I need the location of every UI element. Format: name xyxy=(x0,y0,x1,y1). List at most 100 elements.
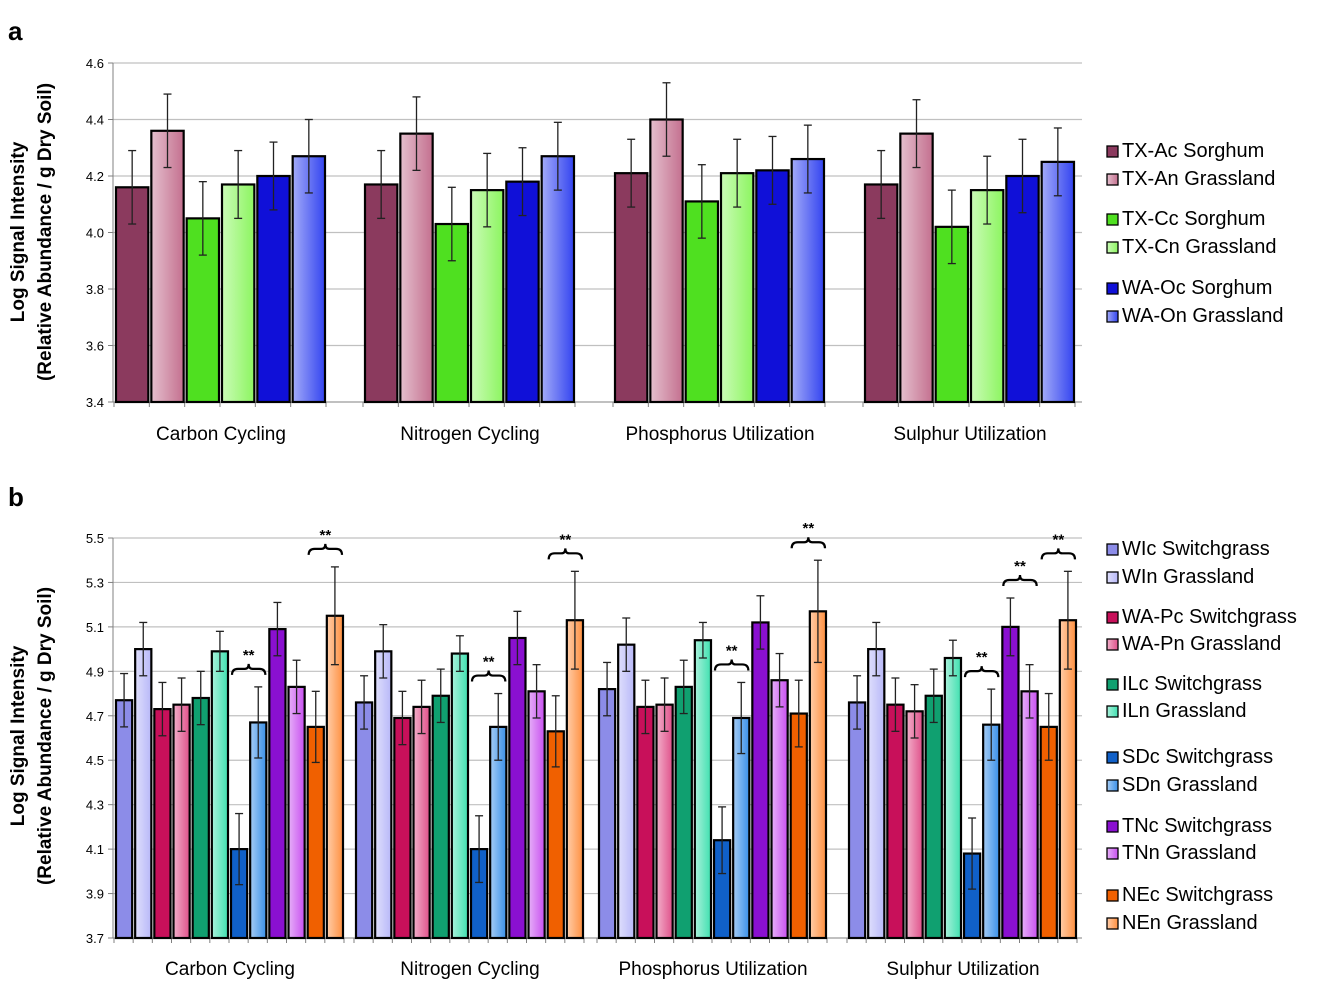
legend-label: WA-Pn Grassland xyxy=(1122,633,1281,655)
x-category-label: Phosphorus Utilization xyxy=(618,959,807,980)
legend-label: ILc Switchgrass xyxy=(1122,673,1262,695)
legend-label: ILn Grassland xyxy=(1122,700,1247,722)
y-tick-label: 4.1 xyxy=(86,842,104,857)
y-tick-label: 4.6 xyxy=(86,56,104,71)
y-tick-label: 4.2 xyxy=(86,169,104,184)
legend-swatch xyxy=(1106,241,1119,254)
significance-bracket xyxy=(790,537,827,549)
bar xyxy=(863,183,899,404)
bar xyxy=(134,648,153,940)
bar xyxy=(847,701,867,940)
bar xyxy=(505,180,540,404)
legend-swatch xyxy=(1106,571,1119,584)
bar xyxy=(412,705,431,940)
legend-swatch xyxy=(1106,145,1119,158)
legend-swatch xyxy=(1106,310,1119,323)
bar xyxy=(969,189,1005,404)
legend-swatch xyxy=(1106,889,1119,902)
bar xyxy=(268,628,287,940)
bar xyxy=(867,648,886,940)
legend-label: SDn Grassland xyxy=(1122,774,1258,796)
y-axis-label-sub: (Relative Abundance / g Dry Soil) xyxy=(35,587,56,885)
significance-bracket xyxy=(230,663,267,675)
legend-swatch xyxy=(1106,611,1119,624)
bar xyxy=(508,636,527,940)
bar xyxy=(287,685,306,940)
bar xyxy=(431,694,450,940)
bar xyxy=(617,643,636,940)
legend-label: WA-Pc Switchgrass xyxy=(1122,606,1297,628)
legend-swatch xyxy=(1106,820,1119,833)
legend-swatch xyxy=(1106,678,1119,691)
significance-bracket xyxy=(547,548,584,560)
y-tick-label: 3.4 xyxy=(86,395,104,410)
bar xyxy=(770,679,789,940)
x-category-label: Carbon Cycling xyxy=(156,424,286,445)
chart-panel-a: 3.4 3.6 3.8 4.0 4.2 4.4 4.6 Log Signal Intensit… xyxy=(8,56,1284,445)
x-category-label: Carbon Cycling xyxy=(165,959,295,980)
significance-bracket xyxy=(713,659,750,671)
legend-label: TX-An Grassland xyxy=(1122,168,1275,190)
significance-label: ** xyxy=(243,647,255,664)
bar xyxy=(943,656,963,940)
panel-label-b: b xyxy=(8,482,24,512)
y-tick-label: 5.5 xyxy=(86,531,104,546)
legend-swatch xyxy=(1106,917,1119,930)
bar xyxy=(1020,690,1039,940)
bar xyxy=(613,172,649,404)
x-category-label: Sulphur Utilization xyxy=(893,424,1046,445)
significance-label: ** xyxy=(976,649,988,666)
significance-label: ** xyxy=(559,531,571,548)
bar xyxy=(905,710,924,940)
legend-label: WA-On Grassland xyxy=(1122,305,1284,327)
legend-swatch xyxy=(1106,751,1119,764)
bar xyxy=(655,703,674,940)
bar xyxy=(886,703,905,940)
bar xyxy=(755,169,790,404)
legend-label: TNn Grassland xyxy=(1122,842,1257,864)
y-tick-label: 5.1 xyxy=(86,620,104,635)
legend-swatch xyxy=(1106,847,1119,860)
bar xyxy=(399,132,434,404)
bar xyxy=(393,716,412,940)
bar xyxy=(597,688,617,940)
bar xyxy=(354,701,374,940)
significance-label: ** xyxy=(802,520,814,537)
y-axis-label-sub: (Relative Abundance / g Dry Soil) xyxy=(35,83,56,381)
y-tick-label: 5.3 xyxy=(86,575,104,590)
legend-label: TX-Ac Sorghum xyxy=(1122,140,1264,162)
bar xyxy=(527,690,546,940)
significance-label: ** xyxy=(1052,531,1064,548)
y-tick-label: 4.7 xyxy=(86,709,104,724)
significance-label: ** xyxy=(1014,558,1026,575)
legend-label: NEn Grassland xyxy=(1122,912,1258,934)
bar xyxy=(674,685,693,940)
bar xyxy=(220,183,256,404)
bar xyxy=(153,708,172,940)
x-category-label: Phosphorus Utilization xyxy=(625,424,814,445)
x-category-label: Nitrogen Cycling xyxy=(400,959,539,980)
legend-swatch xyxy=(1106,213,1119,226)
legend-swatch xyxy=(1106,705,1119,718)
legend-label: TX-Cn Grassland xyxy=(1122,236,1277,258)
y-axis-label: Log Signal Intensity xyxy=(8,141,29,322)
y-tick-label: 4.0 xyxy=(86,226,104,241)
significance-bracket xyxy=(1040,548,1077,560)
bar xyxy=(172,703,191,940)
legend-label: WA-Oc Sorghum xyxy=(1122,277,1272,299)
chart-panel-b: 3.7 3.9 4.1 4.3 4.5 4.7 4.9 5.1 5.3 5.5 Log Signal… xyxy=(8,520,1297,980)
bar xyxy=(114,699,134,940)
significance-label: ** xyxy=(483,654,495,671)
y-tick-label: 3.6 xyxy=(86,339,104,354)
y-tick-label: 4.9 xyxy=(86,664,104,679)
bar xyxy=(150,129,185,404)
bar xyxy=(210,650,230,940)
bar xyxy=(434,222,470,404)
bar xyxy=(751,621,770,940)
bar xyxy=(1001,625,1020,940)
bar xyxy=(374,650,393,940)
x-category-label: Nitrogen Cycling xyxy=(400,424,539,445)
bar xyxy=(649,118,684,404)
bar xyxy=(1040,160,1076,404)
